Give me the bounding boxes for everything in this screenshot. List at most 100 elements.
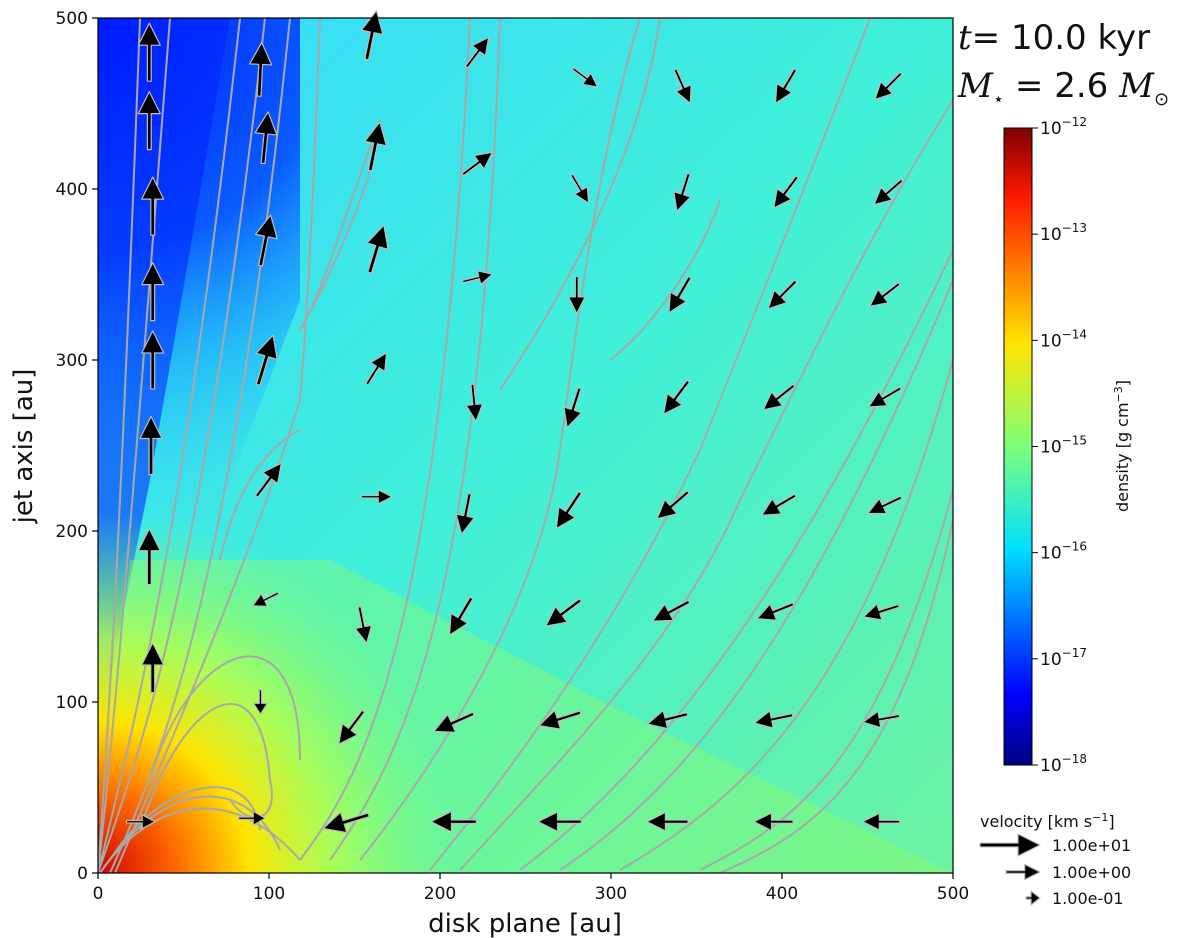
velocity-arrow <box>137 90 161 151</box>
y-tick-label: 300 <box>56 351 88 371</box>
x-tick-label: 300 <box>595 884 627 904</box>
axis-ticks: 0 100 200 300 400 500 0 100 200 300 400 500 <box>56 9 970 904</box>
velocity-arrow <box>874 71 903 101</box>
x-tick-label: 0 <box>93 884 104 904</box>
velocity-arrow <box>537 811 582 833</box>
density-field <box>98 18 953 873</box>
y-axis-label: jet axis [au] <box>9 369 39 525</box>
velocity-arrow <box>455 492 475 535</box>
velocity-arrow <box>461 270 494 285</box>
velocity-arrow <box>753 710 794 729</box>
colorbar-tick-label: 10−13 <box>1040 221 1087 245</box>
velocity-arrow <box>338 709 366 745</box>
velocity-arrow <box>869 281 901 307</box>
x-tick-label: 200 <box>424 884 456 904</box>
velocity-arrow <box>652 599 691 622</box>
y-tick-label: 400 <box>56 180 88 200</box>
velocity-arrow <box>137 22 161 82</box>
quiver-key-arrow <box>979 833 1041 857</box>
velocity-arrow <box>354 606 373 644</box>
velocity-arrow <box>465 383 484 422</box>
velocity-arrow <box>862 603 900 621</box>
quiver-key-label: 1.00e+01 <box>1052 836 1131 855</box>
velocity-arrow <box>663 379 691 415</box>
quiver-key-label: 1.00e-01 <box>1052 889 1124 908</box>
quiver-key-title: velocity [km s−1] <box>980 811 1115 831</box>
x-tick-label: 500 <box>937 884 969 904</box>
velocity-arrow <box>255 334 278 386</box>
velocity-arrow <box>862 812 901 831</box>
colorbar-label: density [g cm−3] <box>1112 380 1132 512</box>
velocity-arrow <box>141 330 165 390</box>
quiver-key-arrow <box>1025 890 1041 906</box>
velocity-arrow <box>125 814 156 830</box>
y-tick-label: 200 <box>56 522 88 542</box>
colorbar-ticks: 10−12 10−13 10−14 10−15 10−16 10−17 10−18 <box>1032 115 1087 776</box>
y-tick-label: 0 <box>77 864 88 884</box>
velocity-arrow <box>868 386 902 408</box>
velocity-arrows <box>125 10 904 834</box>
x-tick-label: 100 <box>253 884 285 904</box>
velocity-arrow <box>867 495 903 515</box>
velocity-arrow <box>141 262 165 322</box>
velocity-arrow <box>646 811 689 832</box>
velocity-arrow <box>563 387 583 429</box>
velocity-arrow <box>360 10 384 61</box>
quiver-key-arrow <box>1005 863 1041 881</box>
velocity-arrow <box>753 812 794 832</box>
velocity-arrow <box>252 689 269 715</box>
velocity-arrow <box>430 810 477 833</box>
x-axis-label: disk plane [au] <box>428 909 622 938</box>
velocity-arrow <box>774 68 798 104</box>
velocity-arrow <box>252 591 280 607</box>
velocity-arrow <box>249 41 273 97</box>
mass-annotation: M⋆ = 2.6 M⊙ <box>958 66 1170 110</box>
velocity-arrow <box>464 36 490 69</box>
colorbar-tick-label: 10−17 <box>1040 646 1087 670</box>
velocity-arrow <box>767 279 798 310</box>
velocity-arrow <box>139 415 163 476</box>
velocity-arrow <box>433 711 475 733</box>
velocity-arrow <box>448 596 474 636</box>
velocity-arrow <box>646 709 689 730</box>
velocity-arrow <box>364 121 387 172</box>
velocity-arrow <box>567 275 586 315</box>
colorbar <box>1003 127 1033 766</box>
time-annotation: t= 10.0 kyr <box>958 18 1151 58</box>
velocity-arrow <box>873 178 904 206</box>
velocity-arrow <box>322 811 370 834</box>
velocity-arrow <box>254 214 278 267</box>
velocity-arrow <box>238 810 266 826</box>
velocity-arrow <box>360 489 393 505</box>
velocity-arrow <box>545 598 583 627</box>
velocity-arrow <box>365 352 388 386</box>
plot-frame <box>97 17 954 874</box>
velocity-arrow <box>673 68 692 104</box>
quiver-key-label: 1.00e+00 <box>1052 863 1131 882</box>
x-tick-label: 400 <box>766 884 798 904</box>
quiver-key: 1.00e+01 1.00e+00 1.00e-01 <box>979 833 1131 908</box>
velocity-arrow <box>461 151 494 177</box>
velocity-arrow <box>137 528 161 586</box>
colorbar-tick-label: 10−14 <box>1040 327 1087 351</box>
velocity-arrow <box>862 710 901 729</box>
velocity-arrow <box>570 173 590 204</box>
velocity-arrow <box>756 602 795 621</box>
velocity-arrow <box>668 275 692 314</box>
velocity-arrow <box>141 176 165 236</box>
velocity-arrow <box>773 175 799 209</box>
velocity-arrow <box>538 709 582 730</box>
velocity-arrow <box>254 462 282 498</box>
colorbar-tick-label: 10−12 <box>1040 115 1087 139</box>
velocity-arrow <box>555 490 583 530</box>
velocity-arrow <box>762 383 796 411</box>
velocity-arrow <box>571 67 599 88</box>
colorbar-tick-label: 10−16 <box>1040 540 1087 564</box>
velocity-arrow <box>656 490 690 520</box>
velocity-arrow <box>254 111 278 165</box>
colorbar-tick-label: 10−15 <box>1040 434 1087 458</box>
velocity-arrow <box>761 493 797 516</box>
velocity-arrow <box>141 642 165 694</box>
velocity-arrow <box>366 224 389 274</box>
